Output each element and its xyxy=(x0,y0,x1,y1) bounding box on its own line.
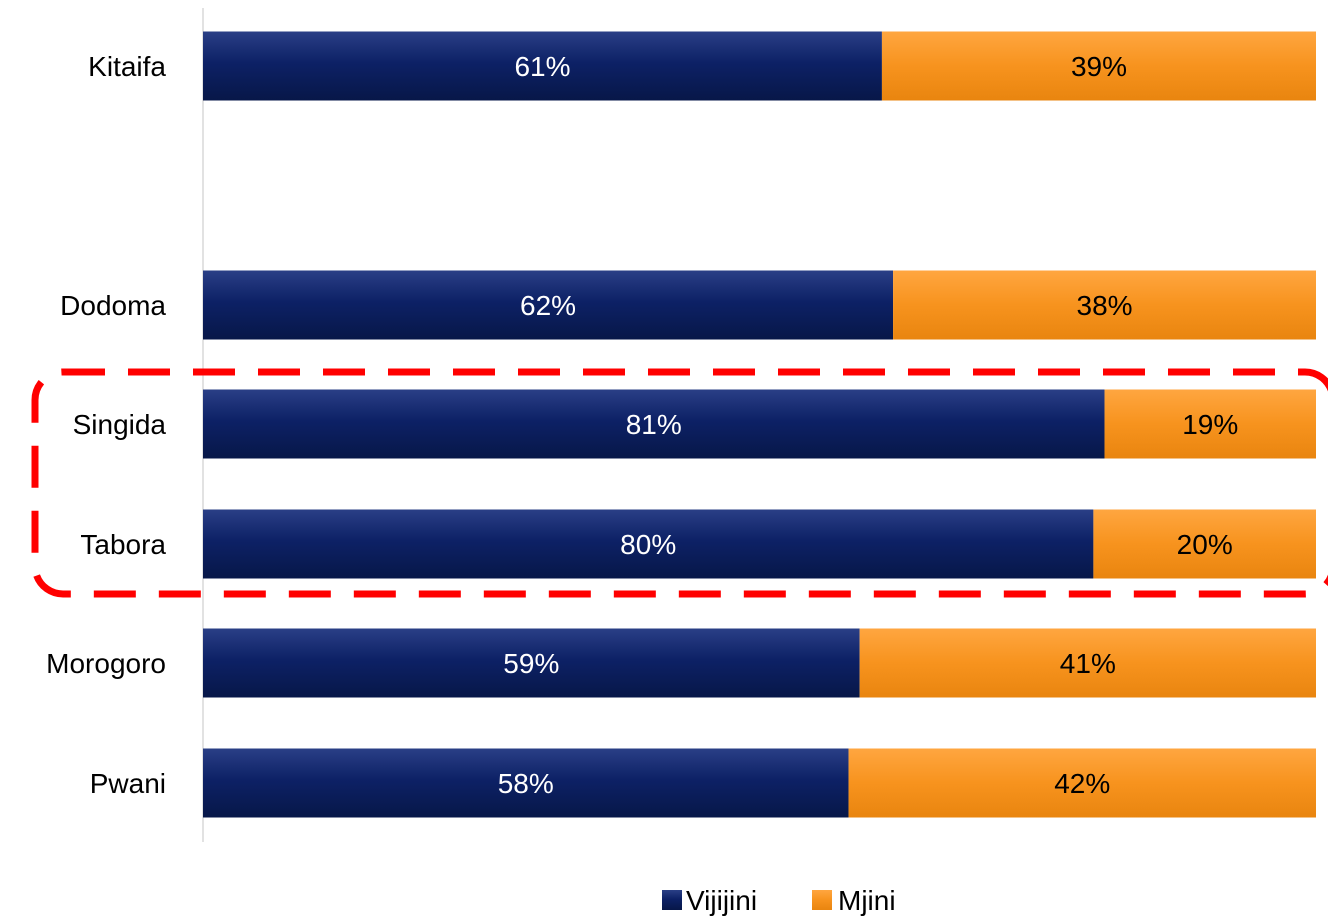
data-label: 81% xyxy=(626,409,682,440)
data-label: 62% xyxy=(520,290,576,321)
data-label: 19% xyxy=(1182,409,1238,440)
bar-segment-mjini xyxy=(1104,389,1316,459)
data-label: 42% xyxy=(1054,768,1110,799)
bar-segment-mjini xyxy=(893,270,1316,340)
labels-layer: Kitaifa 61% 39% Dodoma 62% 38% Singida 81% 19% Ta… xyxy=(46,51,1238,799)
legend-label-vijijini: Vijijini xyxy=(686,885,757,916)
data-label: 59% xyxy=(503,648,559,679)
data-label: 61% xyxy=(514,51,570,82)
data-label: 20% xyxy=(1177,529,1233,560)
legend: Vijijini Mjini xyxy=(662,885,896,916)
bar-segment-vijijini xyxy=(203,270,894,340)
highlight-box xyxy=(31,368,1328,598)
bar-segment-vijijini xyxy=(203,628,860,698)
bar-segment-vijijini xyxy=(203,509,1094,579)
data-label: 58% xyxy=(498,768,554,799)
data-label: 38% xyxy=(1077,290,1133,321)
category-label: Singida xyxy=(73,409,167,440)
data-label: 80% xyxy=(620,529,676,560)
data-label: 39% xyxy=(1071,51,1127,82)
bar-segment-mjini xyxy=(859,628,1316,698)
data-label: 41% xyxy=(1060,648,1116,679)
bar-segment-vijijini xyxy=(203,748,849,818)
bar-segment-vijijini xyxy=(203,31,882,101)
bar-segment-mjini xyxy=(848,748,1316,818)
legend-swatch-mjini xyxy=(812,890,832,910)
legend-swatch-vijijini xyxy=(662,890,682,910)
bars-layer xyxy=(203,31,1316,818)
category-label: Tabora xyxy=(80,529,166,560)
bar-segment-vijijini xyxy=(203,389,1105,459)
category-label: Pwani xyxy=(90,768,166,799)
bar-segment-mjini xyxy=(881,31,1316,101)
category-label: Kitaifa xyxy=(88,51,166,82)
bar-segment-mjini xyxy=(1093,509,1316,579)
category-label: Dodoma xyxy=(60,290,166,321)
category-label: Morogoro xyxy=(46,648,166,679)
legend-label-mjini: Mjini xyxy=(838,885,896,916)
